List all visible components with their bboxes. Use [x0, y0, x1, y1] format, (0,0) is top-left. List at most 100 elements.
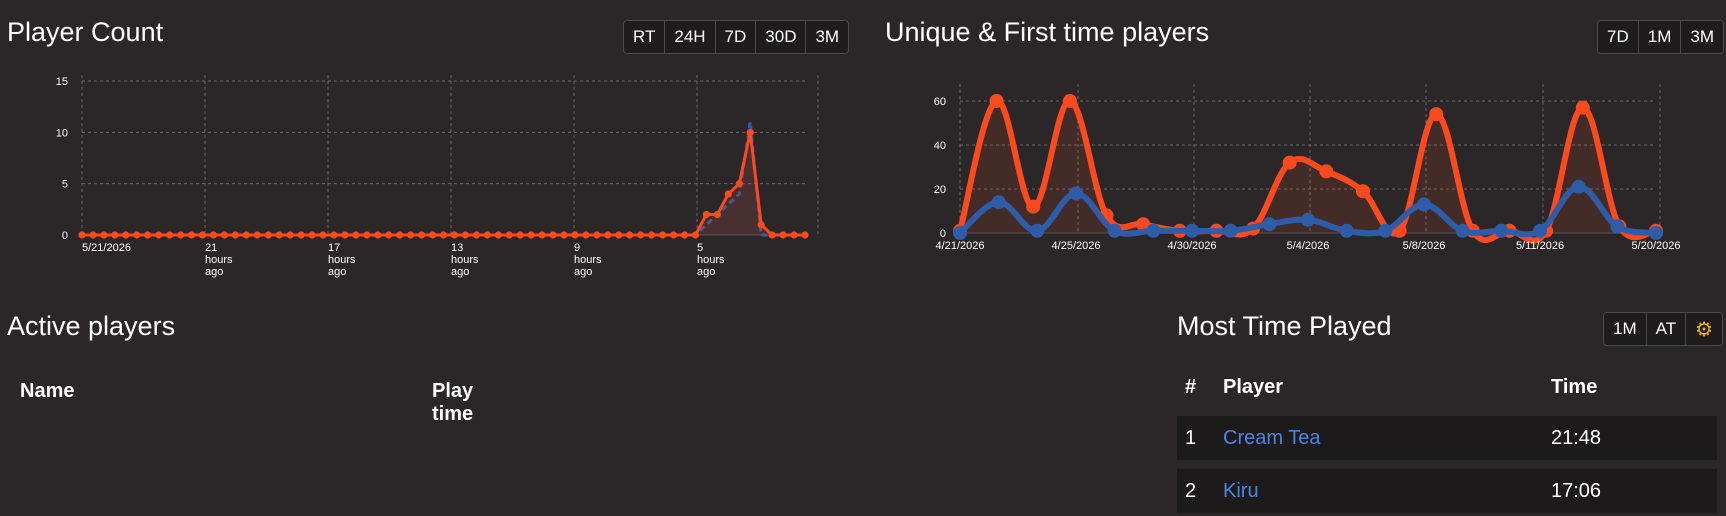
data-point[interactable] [1494, 223, 1509, 238]
range-7d-button[interactable]: 7D [715, 21, 757, 53]
data-point[interactable] [953, 226, 967, 240]
data-point[interactable] [658, 231, 667, 239]
data-point[interactable] [1575, 100, 1590, 115]
data-point[interactable] [713, 210, 721, 219]
data-point[interactable] [494, 231, 502, 239]
data-point[interactable] [505, 231, 513, 239]
data-point[interactable] [330, 231, 338, 239]
data-point[interactable] [308, 231, 316, 239]
data-point[interactable] [352, 231, 360, 239]
data-point[interactable] [374, 231, 382, 239]
data-point[interactable] [1455, 223, 1470, 238]
data-point[interactable] [1062, 94, 1077, 108]
data-point[interactable] [538, 231, 546, 239]
data-point[interactable] [341, 231, 349, 239]
data-point[interactable] [417, 231, 426, 239]
data-point[interactable] [1319, 164, 1334, 179]
range-1m-button[interactable]: 1M [1638, 21, 1682, 53]
data-point[interactable] [702, 210, 711, 219]
data-point[interactable] [626, 231, 634, 239]
data-point[interactable] [604, 231, 612, 239]
data-point[interactable] [198, 231, 207, 239]
data-point[interactable] [1146, 223, 1161, 238]
data-point[interactable] [461, 231, 470, 239]
data-point[interactable] [1610, 219, 1625, 234]
data-point[interactable] [779, 231, 787, 239]
data-point[interactable] [527, 231, 535, 239]
player-link[interactable]: Kiru [1223, 480, 1259, 502]
data-point[interactable] [593, 231, 601, 239]
range-24h-button[interactable]: 24H [665, 21, 716, 53]
data-point[interactable] [746, 128, 754, 136]
data-point[interactable] [768, 231, 776, 239]
data-point[interactable] [790, 231, 798, 239]
data-point[interactable] [122, 231, 130, 239]
data-point[interactable] [396, 231, 404, 239]
player-link[interactable]: Cream Tea [1223, 427, 1321, 449]
data-point[interactable] [1185, 223, 1199, 238]
data-point[interactable] [724, 190, 732, 198]
gear-icon[interactable]: ⚙ [1686, 313, 1723, 345]
data-point[interactable] [991, 195, 1006, 210]
data-point[interactable] [78, 231, 86, 239]
data-point[interactable] [319, 231, 327, 239]
data-point[interactable] [133, 231, 141, 239]
data-point[interactable] [220, 231, 229, 239]
data-point[interactable] [571, 231, 579, 239]
range-3m-button[interactable]: 3M [806, 21, 849, 53]
data-point[interactable] [428, 231, 437, 239]
data-point[interactable] [582, 231, 590, 239]
data-point[interactable] [691, 231, 700, 239]
data-point[interactable] [1282, 155, 1297, 170]
data-point[interactable] [1223, 223, 1238, 238]
data-point[interactable] [297, 231, 305, 239]
data-point[interactable] [1262, 217, 1277, 232]
data-point[interactable] [560, 231, 568, 239]
data-point[interactable] [89, 231, 97, 239]
data-point[interactable] [166, 231, 174, 239]
data-point[interactable] [1417, 197, 1431, 212]
data-point[interactable] [648, 231, 656, 239]
data-point[interactable] [549, 231, 557, 239]
data-point[interactable] [253, 231, 261, 239]
data-point[interactable] [1136, 217, 1151, 232]
data-point[interactable] [100, 231, 108, 239]
data-point[interactable] [989, 94, 1004, 108]
data-point[interactable] [187, 231, 196, 239]
data-point[interactable] [439, 231, 448, 239]
range-7d-button[interactable]: 7D [1598, 21, 1639, 53]
data-point[interactable] [450, 231, 459, 239]
data-point[interactable] [735, 180, 743, 188]
data-point[interactable] [1030, 223, 1045, 238]
data-point[interactable] [286, 231, 294, 239]
data-point[interactable] [1069, 186, 1083, 201]
data-point[interactable] [209, 231, 218, 239]
data-point[interactable] [275, 231, 283, 239]
data-point[interactable] [1339, 223, 1354, 238]
data-point[interactable] [615, 231, 623, 239]
data-point[interactable] [1026, 199, 1041, 214]
data-point[interactable] [757, 221, 765, 229]
data-point[interactable] [407, 231, 415, 239]
data-point[interactable] [264, 231, 272, 239]
data-point[interactable] [637, 231, 645, 239]
data-point[interactable] [242, 231, 250, 239]
data-point[interactable] [472, 231, 480, 239]
range-30d-button[interactable]: 30D [756, 21, 807, 53]
range-3m-button[interactable]: 3M [1681, 21, 1723, 53]
data-point[interactable] [1355, 184, 1370, 199]
range-at-button[interactable]: AT [1646, 313, 1687, 345]
data-point[interactable] [669, 231, 678, 239]
range-1m-button[interactable]: 1M [1604, 313, 1647, 345]
data-point[interactable] [363, 231, 371, 239]
data-point[interactable] [1301, 212, 1315, 227]
range-rt-button[interactable]: RT [624, 21, 666, 53]
data-point[interactable] [155, 231, 163, 239]
data-point[interactable] [231, 231, 239, 239]
data-point[interactable] [1571, 179, 1586, 194]
data-point[interactable] [111, 231, 119, 239]
data-point[interactable] [483, 231, 491, 239]
data-point[interactable] [1378, 223, 1393, 238]
data-point[interactable] [680, 231, 689, 239]
data-point[interactable] [1429, 107, 1444, 122]
